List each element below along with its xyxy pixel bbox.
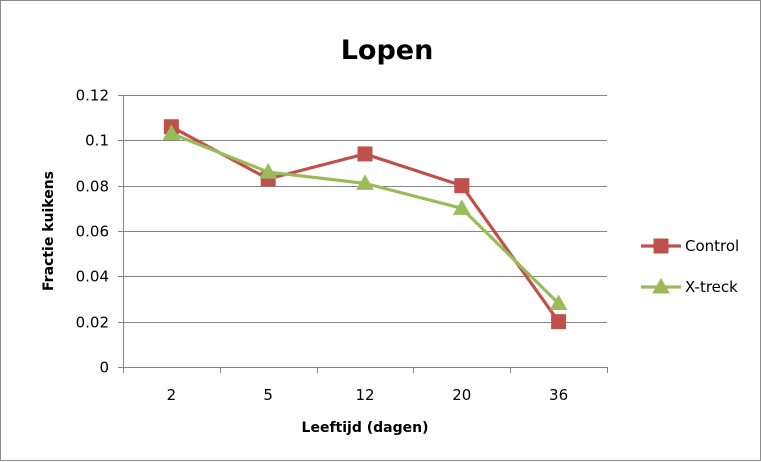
y-tick-label: 0 [99, 359, 109, 377]
data-point [452, 199, 471, 215]
data-point [357, 146, 373, 162]
series-control [163, 119, 567, 330]
x-tick-label: 5 [263, 386, 273, 404]
legend-marker [653, 238, 669, 254]
x-tick-label: 12 [355, 386, 374, 404]
gridlines [123, 95, 607, 323]
data-point [551, 314, 567, 330]
x-axis-title: Leeftijd (dagen) [302, 420, 429, 436]
legend-label: X-treck [685, 278, 738, 296]
y-tick-label: 0.02 [76, 314, 109, 332]
y-tick-label: 0.12 [76, 87, 109, 105]
data-point [356, 174, 374, 190]
data-point [454, 178, 470, 194]
legend-marker [652, 277, 670, 294]
legend-item: Control [641, 237, 739, 255]
data-point [259, 163, 278, 179]
y-tick-label: 0.06 [76, 223, 109, 241]
y-tick-label: 0.08 [76, 178, 109, 196]
data-point [162, 124, 181, 141]
legend-item: X-treck [641, 277, 738, 296]
legend-label: Control [685, 237, 739, 255]
x-tick-label: 36 [549, 386, 568, 404]
y-axis-title: Fractie kuikens [41, 171, 57, 291]
axes: 0 0.02 0.04 0.06 0.08 0.1 0.12 2 5 12 20 36 [76, 87, 608, 404]
series-group [162, 119, 568, 330]
y-tick-label: 0.1 [85, 132, 109, 150]
x-tick-label: 2 [167, 386, 177, 404]
series-x-treck [162, 124, 568, 311]
x-tick-label: 20 [452, 386, 471, 404]
chart-title: Lopen [341, 35, 434, 66]
y-tick-label: 0.04 [76, 268, 109, 286]
data-point [549, 294, 568, 311]
legend: Control X-treck [641, 237, 739, 296]
